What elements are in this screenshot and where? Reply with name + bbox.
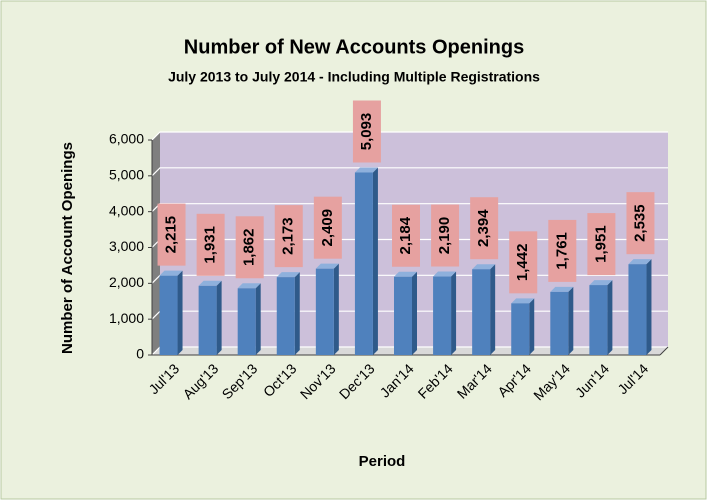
- bar-side: [177, 270, 183, 355]
- bar-side: [216, 280, 222, 355]
- value-label: 1,761: [553, 232, 570, 270]
- grid-line: [151, 131, 668, 141]
- value-label: 1,862: [241, 229, 258, 267]
- bar: [550, 291, 569, 355]
- value-label-box: [587, 213, 616, 276]
- bar-side: [412, 271, 417, 355]
- y-tick-label: 4,000: [109, 202, 144, 218]
- y-tick-label: 6,000: [109, 131, 144, 147]
- value-label: 2,173: [280, 217, 297, 255]
- bar: [237, 288, 256, 355]
- bar: [511, 303, 530, 355]
- bar-side: [490, 264, 496, 355]
- bar: [628, 264, 647, 355]
- bar-top: [394, 271, 417, 277]
- value-label-box: [626, 192, 655, 255]
- bar: [159, 275, 178, 355]
- bar-side: [333, 263, 339, 355]
- bar-side: [451, 271, 457, 355]
- chart-subtitle: July 2013 to July 2014 - Including Multi…: [168, 69, 540, 85]
- bar-top: [159, 270, 183, 276]
- bar: [354, 172, 373, 355]
- bar: [394, 276, 412, 355]
- value-label-box: [274, 205, 303, 268]
- bar-top: [237, 283, 261, 289]
- value-label: 1,951: [592, 225, 609, 263]
- bar-top: [433, 271, 457, 277]
- bar-top: [472, 264, 496, 270]
- value-label: 2,184: [397, 216, 414, 254]
- y-tick-label: 1,000: [109, 310, 144, 326]
- value-label: 2,215: [163, 216, 180, 254]
- value-label-box: [548, 219, 577, 282]
- bar-side: [255, 283, 261, 355]
- bar-top: [628, 259, 652, 265]
- value-label-box: [235, 216, 264, 279]
- value-label-box: [157, 203, 186, 266]
- value-label-box: [470, 197, 499, 260]
- bar: [433, 276, 452, 355]
- bar-top: [589, 280, 613, 286]
- y-tick-label: 0: [136, 346, 144, 362]
- value-label: 1,931: [202, 226, 219, 264]
- bar-top: [315, 263, 339, 269]
- bar-side: [568, 286, 574, 355]
- bar-side: [294, 272, 300, 355]
- value-label: 2,409: [319, 209, 336, 247]
- bar-top: [550, 286, 574, 292]
- value-label-box: [392, 204, 420, 267]
- y-axis-label: Number of Account Openings: [59, 142, 76, 354]
- bar: [472, 269, 491, 355]
- chart-title: Number of New Accounts Openings: [184, 36, 524, 58]
- bar-top: [198, 280, 222, 286]
- bar-top: [354, 167, 378, 173]
- value-label: 5,093: [358, 113, 375, 151]
- value-label-box: [313, 196, 342, 259]
- grid-line: [151, 167, 668, 177]
- bar: [315, 268, 334, 355]
- x-axis-label: Period: [359, 453, 406, 470]
- y-tick-label: 5,000: [109, 167, 144, 183]
- value-label-box: [352, 100, 381, 163]
- bar: [276, 277, 295, 355]
- x-axis-depth: [659, 346, 669, 356]
- bar-top: [276, 272, 300, 278]
- bar-top: [511, 298, 535, 304]
- value-label-box: [431, 204, 460, 267]
- bar: [589, 285, 608, 355]
- value-label: 2,535: [631, 204, 648, 242]
- value-label: 1,442: [514, 244, 531, 282]
- bar-side: [607, 280, 613, 355]
- value-label: 2,394: [475, 209, 492, 247]
- bar-side: [646, 259, 652, 355]
- bar: [198, 285, 217, 355]
- bar-side: [529, 298, 535, 355]
- y-tick-label: 3,000: [109, 238, 144, 254]
- value-label: 2,190: [436, 217, 453, 255]
- value-label-box: [509, 231, 538, 294]
- y-tick-label: 2,000: [109, 274, 144, 290]
- bar-side: [372, 167, 378, 355]
- value-label-box: [196, 213, 225, 276]
